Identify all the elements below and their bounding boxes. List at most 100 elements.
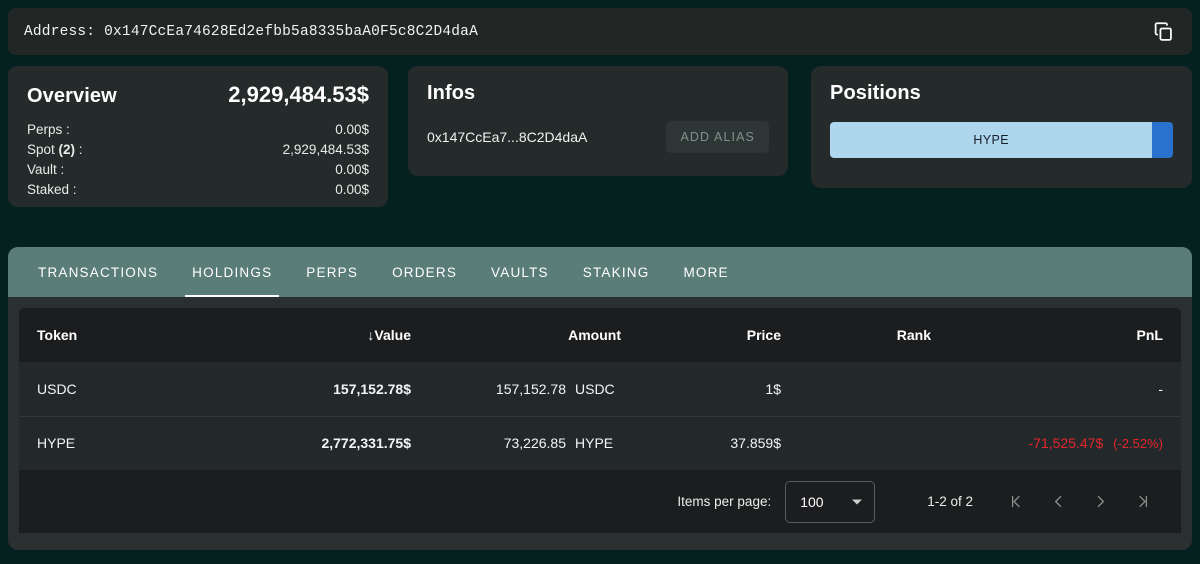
cell-pnl-amount: -71,525.47$ (1028, 435, 1104, 452)
overview-row-staked: Staked : 0.00$ (27, 180, 369, 200)
tab-perps-label: PERPS (306, 264, 359, 280)
cell-amount-symbol: USDC (575, 380, 615, 397)
column-header-token-label: Token (37, 327, 78, 343)
overview-card: Overview 2,929,484.53$ Perps : 0.00$ Spo… (8, 66, 388, 207)
column-header-price[interactable]: Price (639, 308, 799, 362)
copy-icon (1154, 22, 1172, 41)
cell-amount-number: 157,152.78 (495, 380, 566, 397)
tab-orders-label: ORDERS (392, 264, 458, 280)
overview-perps-value: 0.00$ (335, 122, 369, 137)
column-header-price-label: Price (746, 327, 781, 343)
table-header-row: Token ↓Value Amount Price Rank (19, 308, 1181, 362)
cell-amount-symbol: HYPE (575, 435, 614, 452)
positions-allocation-bar[interactable]: HYPE (830, 122, 1173, 158)
column-header-value-label: Value (374, 327, 411, 343)
infos-address-short: 0x147CcEa7...8C2D4daA (427, 129, 588, 145)
overview-vault-label: Vault : (27, 162, 65, 177)
column-header-rank[interactable]: Rank (799, 308, 949, 362)
column-header-amount[interactable]: Amount (429, 308, 639, 362)
tab-vaults[interactable]: VAULTS (474, 247, 566, 297)
position-segment-hype-label: HYPE (973, 133, 1010, 147)
column-header-value[interactable]: ↓Value (249, 308, 429, 362)
tab-staking[interactable]: STAKING (566, 247, 667, 297)
holdings-table: Token ↓Value Amount Price Rank (19, 308, 1181, 470)
table-row[interactable]: USDC 157,152.78$ 157,152.78 USDC 1$ - (19, 362, 1181, 416)
address-bar: Address: 0x147CcEa74628Ed2efbb5a8335baA0… (8, 8, 1192, 55)
items-per-page-label: Items per page: (677, 494, 772, 509)
overview-row-spot: Spot (2) : 2,929,484.53$ (27, 140, 369, 160)
overview-header: Overview 2,929,484.53$ (27, 82, 369, 108)
overview-perps-label: Perps : (27, 122, 70, 137)
cell-value: 157,152.78$ (249, 362, 429, 416)
amount-wrapper: 157,152.78 USDC (447, 381, 621, 397)
column-header-pnl[interactable]: PnL (949, 308, 1181, 362)
overview-title: Overview (27, 85, 117, 107)
column-header-amount-label: Amount (568, 327, 621, 343)
tab-holdings[interactable]: HOLDINGS (175, 247, 289, 297)
holdings-table-container: Token ↓Value Amount Price Rank (19, 308, 1181, 470)
table-row[interactable]: HYPE 2,772,331.75$ 73,226.85 HYPE 37.859… (19, 415, 1181, 470)
overview-spot-label: Spot (2) : (27, 142, 83, 157)
pagination-range-label: 1-2 of 2 (927, 494, 973, 509)
cell-pnl: - (949, 362, 1181, 416)
overview-spot-value: 2,929,484.53$ (282, 142, 369, 157)
overview-row-perps: Perps : 0.00$ (27, 120, 369, 140)
copy-address-button[interactable] (1148, 17, 1178, 47)
last-page-button[interactable] (1121, 481, 1163, 523)
overview-vault-value: 0.00$ (335, 162, 369, 177)
previous-page-icon (1054, 495, 1061, 508)
first-page-icon (1011, 495, 1020, 508)
holdings-table-body: USDC 157,152.78$ 157,152.78 USDC 1$ - (19, 362, 1181, 470)
tab-more-label: MORE (683, 264, 729, 280)
cell-value: 2,772,331.75$ (249, 415, 429, 470)
infos-content: 0x147CcEa7...8C2D4daA ADD ALIAS (427, 121, 769, 153)
column-header-rank-label: Rank (896, 327, 931, 343)
overview-staked-value: 0.00$ (335, 182, 369, 197)
items-per-page-value: 100 (800, 493, 824, 510)
position-segment-other[interactable] (1152, 122, 1173, 158)
tab-orders[interactable]: ORDERS (375, 247, 474, 297)
tab-perps[interactable]: PERPS (289, 247, 375, 297)
cell-amount: 157,152.78 USDC (429, 362, 639, 416)
next-page-icon (1097, 495, 1104, 508)
cell-token: HYPE (19, 415, 249, 470)
positions-title: Positions (830, 82, 921, 104)
tab-staking-label: STAKING (582, 264, 650, 280)
infos-title: Infos (427, 82, 476, 104)
cell-rank (799, 415, 949, 470)
position-segment-hype[interactable]: HYPE (830, 122, 1153, 158)
infos-card: Infos 0x147CcEa7...8C2D4daA ADD ALIAS (408, 66, 788, 176)
overview-total-value: 2,929,484.53$ (228, 82, 369, 107)
address-text: Address: 0x147CcEa74628Ed2efbb5a8335baA0… (24, 23, 478, 40)
items-per-page-select[interactable]: 100 (785, 480, 876, 523)
first-page-button[interactable] (995, 481, 1037, 523)
tab-more[interactable]: MORE (666, 247, 745, 297)
cell-price: 1$ (639, 362, 799, 416)
last-page-icon (1138, 495, 1147, 508)
column-header-pnl-label: PnL (1136, 327, 1163, 343)
cell-rank (799, 362, 949, 416)
overview-staked-label: Staked : (27, 182, 77, 197)
tab-bar: TRANSACTIONS HOLDINGS PERPS ORDERS VAULT… (8, 247, 1192, 297)
holdings-table-head: Token ↓Value Amount Price Rank (19, 308, 1181, 362)
pagination-bar: Items per page: 100 1-2 of 2 (19, 470, 1181, 533)
holdings-panel: TRANSACTIONS HOLDINGS PERPS ORDERS VAULT… (8, 247, 1192, 550)
previous-page-button[interactable] (1037, 481, 1079, 523)
next-page-button[interactable] (1079, 481, 1121, 523)
tab-holdings-label: HOLDINGS (192, 264, 273, 280)
tab-vaults-label: VAULTS (491, 264, 549, 280)
cell-price: 37.859$ (639, 415, 799, 470)
tab-transactions[interactable]: TRANSACTIONS (21, 247, 175, 297)
add-alias-button[interactable]: ADD ALIAS (666, 121, 769, 153)
overview-breakdown: Perps : 0.00$ Spot (2) : 2,929,484.53$ V… (27, 120, 369, 200)
cell-amount-number: 73,226.85 (503, 435, 566, 452)
cell-pnl: -71,525.47$ (-2.52%) (949, 415, 1181, 470)
cell-amount: 73,226.85 HYPE (429, 415, 639, 470)
column-header-token[interactable]: Token (19, 308, 249, 362)
amount-wrapper: 73,226.85 HYPE (447, 435, 621, 451)
chevron-down-icon (852, 499, 863, 504)
tab-transactions-label: TRANSACTIONS (38, 264, 159, 280)
overview-row-vault: Vault : 0.00$ (27, 160, 369, 180)
sort-descending-icon: ↓ (367, 327, 375, 343)
